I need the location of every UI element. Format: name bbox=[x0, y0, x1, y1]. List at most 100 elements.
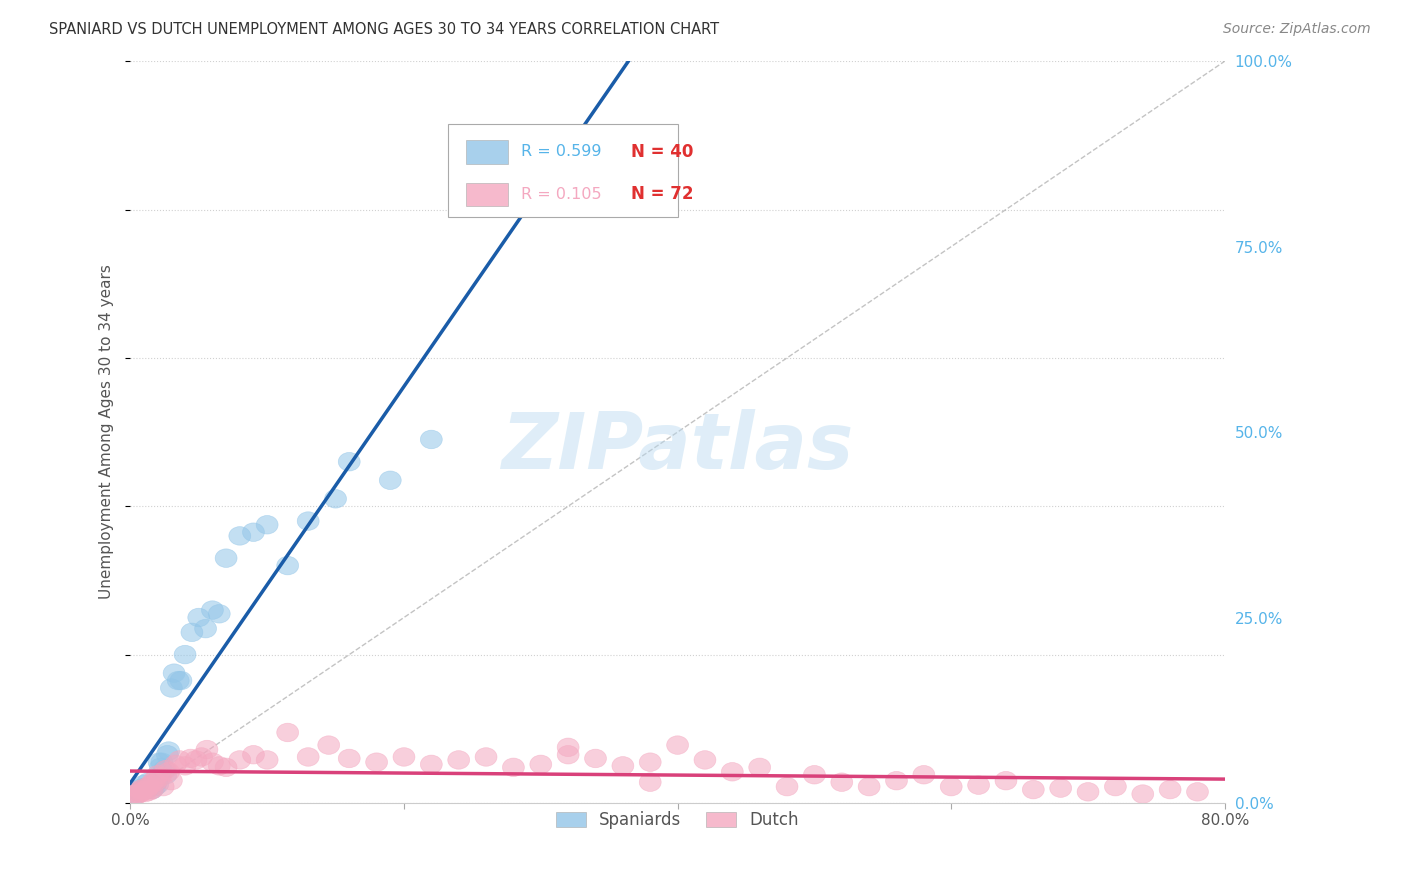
Ellipse shape bbox=[803, 765, 825, 784]
Ellipse shape bbox=[339, 452, 360, 471]
Ellipse shape bbox=[721, 763, 744, 781]
Ellipse shape bbox=[394, 747, 415, 766]
Ellipse shape bbox=[139, 781, 160, 800]
Ellipse shape bbox=[180, 749, 201, 768]
Ellipse shape bbox=[229, 526, 250, 545]
Ellipse shape bbox=[155, 765, 177, 784]
Ellipse shape bbox=[447, 751, 470, 769]
Ellipse shape bbox=[318, 736, 340, 755]
Ellipse shape bbox=[128, 782, 149, 801]
Ellipse shape bbox=[256, 751, 278, 769]
Ellipse shape bbox=[156, 746, 179, 764]
Ellipse shape bbox=[170, 672, 191, 690]
Ellipse shape bbox=[134, 775, 155, 794]
Ellipse shape bbox=[1050, 779, 1071, 797]
Ellipse shape bbox=[143, 772, 166, 791]
Ellipse shape bbox=[201, 753, 224, 772]
Ellipse shape bbox=[148, 753, 170, 772]
Ellipse shape bbox=[129, 780, 150, 799]
Ellipse shape bbox=[160, 679, 183, 698]
Ellipse shape bbox=[136, 780, 157, 799]
Ellipse shape bbox=[995, 772, 1017, 790]
Ellipse shape bbox=[339, 749, 360, 768]
Ellipse shape bbox=[122, 785, 143, 804]
Ellipse shape bbox=[380, 471, 401, 490]
Ellipse shape bbox=[165, 756, 187, 773]
Ellipse shape bbox=[138, 772, 159, 791]
Ellipse shape bbox=[143, 777, 166, 796]
Ellipse shape bbox=[138, 777, 159, 796]
Ellipse shape bbox=[155, 760, 177, 779]
Ellipse shape bbox=[912, 765, 935, 784]
Ellipse shape bbox=[612, 756, 634, 775]
Ellipse shape bbox=[127, 782, 148, 801]
Ellipse shape bbox=[1105, 777, 1126, 796]
Ellipse shape bbox=[125, 786, 146, 805]
Ellipse shape bbox=[366, 753, 388, 772]
Ellipse shape bbox=[858, 777, 880, 796]
Ellipse shape bbox=[141, 777, 162, 796]
Legend: Spaniards, Dutch: Spaniards, Dutch bbox=[550, 804, 806, 836]
Ellipse shape bbox=[941, 777, 962, 796]
Ellipse shape bbox=[208, 605, 231, 624]
Ellipse shape bbox=[134, 779, 155, 797]
Ellipse shape bbox=[157, 763, 180, 781]
Ellipse shape bbox=[135, 783, 156, 802]
Ellipse shape bbox=[242, 746, 264, 764]
Ellipse shape bbox=[557, 738, 579, 756]
Ellipse shape bbox=[776, 777, 799, 796]
Text: R = 0.105: R = 0.105 bbox=[522, 187, 602, 202]
Text: SPANIARD VS DUTCH UNEMPLOYMENT AMONG AGES 30 TO 34 YEARS CORRELATION CHART: SPANIARD VS DUTCH UNEMPLOYMENT AMONG AGE… bbox=[49, 22, 720, 37]
Ellipse shape bbox=[131, 779, 152, 797]
FancyBboxPatch shape bbox=[447, 124, 678, 217]
Ellipse shape bbox=[194, 619, 217, 638]
Ellipse shape bbox=[749, 758, 770, 777]
Ellipse shape bbox=[215, 758, 238, 777]
Text: R = 0.599: R = 0.599 bbox=[522, 145, 602, 160]
FancyBboxPatch shape bbox=[467, 183, 508, 206]
Ellipse shape bbox=[502, 758, 524, 777]
Ellipse shape bbox=[141, 780, 163, 799]
Ellipse shape bbox=[160, 772, 183, 790]
Ellipse shape bbox=[530, 756, 551, 773]
Ellipse shape bbox=[131, 783, 152, 802]
Ellipse shape bbox=[141, 780, 163, 799]
Ellipse shape bbox=[146, 765, 169, 784]
Ellipse shape bbox=[640, 753, 661, 772]
Ellipse shape bbox=[149, 758, 172, 777]
Ellipse shape bbox=[208, 756, 231, 775]
Ellipse shape bbox=[169, 751, 191, 769]
Ellipse shape bbox=[201, 601, 224, 619]
Ellipse shape bbox=[229, 751, 250, 769]
Ellipse shape bbox=[1132, 785, 1154, 804]
Text: Source: ZipAtlas.com: Source: ZipAtlas.com bbox=[1223, 22, 1371, 37]
Ellipse shape bbox=[132, 781, 153, 800]
Ellipse shape bbox=[557, 746, 579, 764]
Ellipse shape bbox=[640, 772, 661, 791]
Ellipse shape bbox=[297, 747, 319, 766]
Ellipse shape bbox=[157, 742, 180, 760]
Ellipse shape bbox=[174, 645, 195, 664]
Ellipse shape bbox=[167, 672, 190, 690]
Ellipse shape bbox=[1022, 780, 1045, 799]
Ellipse shape bbox=[163, 664, 186, 682]
Ellipse shape bbox=[128, 785, 149, 804]
Ellipse shape bbox=[1077, 782, 1099, 801]
Ellipse shape bbox=[666, 736, 689, 755]
Ellipse shape bbox=[967, 776, 990, 795]
Ellipse shape bbox=[124, 786, 145, 805]
Ellipse shape bbox=[215, 549, 238, 567]
Ellipse shape bbox=[1159, 780, 1181, 799]
Ellipse shape bbox=[277, 723, 298, 742]
Text: N = 72: N = 72 bbox=[630, 186, 693, 203]
Ellipse shape bbox=[475, 747, 496, 766]
Y-axis label: Unemployment Among Ages 30 to 34 years: Unemployment Among Ages 30 to 34 years bbox=[100, 265, 114, 599]
Ellipse shape bbox=[149, 768, 172, 786]
Ellipse shape bbox=[181, 624, 202, 641]
Ellipse shape bbox=[585, 749, 606, 768]
Ellipse shape bbox=[242, 523, 264, 541]
Text: ZIPatlas: ZIPatlas bbox=[502, 409, 853, 485]
Ellipse shape bbox=[420, 430, 443, 449]
Ellipse shape bbox=[141, 775, 162, 794]
Ellipse shape bbox=[195, 740, 218, 759]
